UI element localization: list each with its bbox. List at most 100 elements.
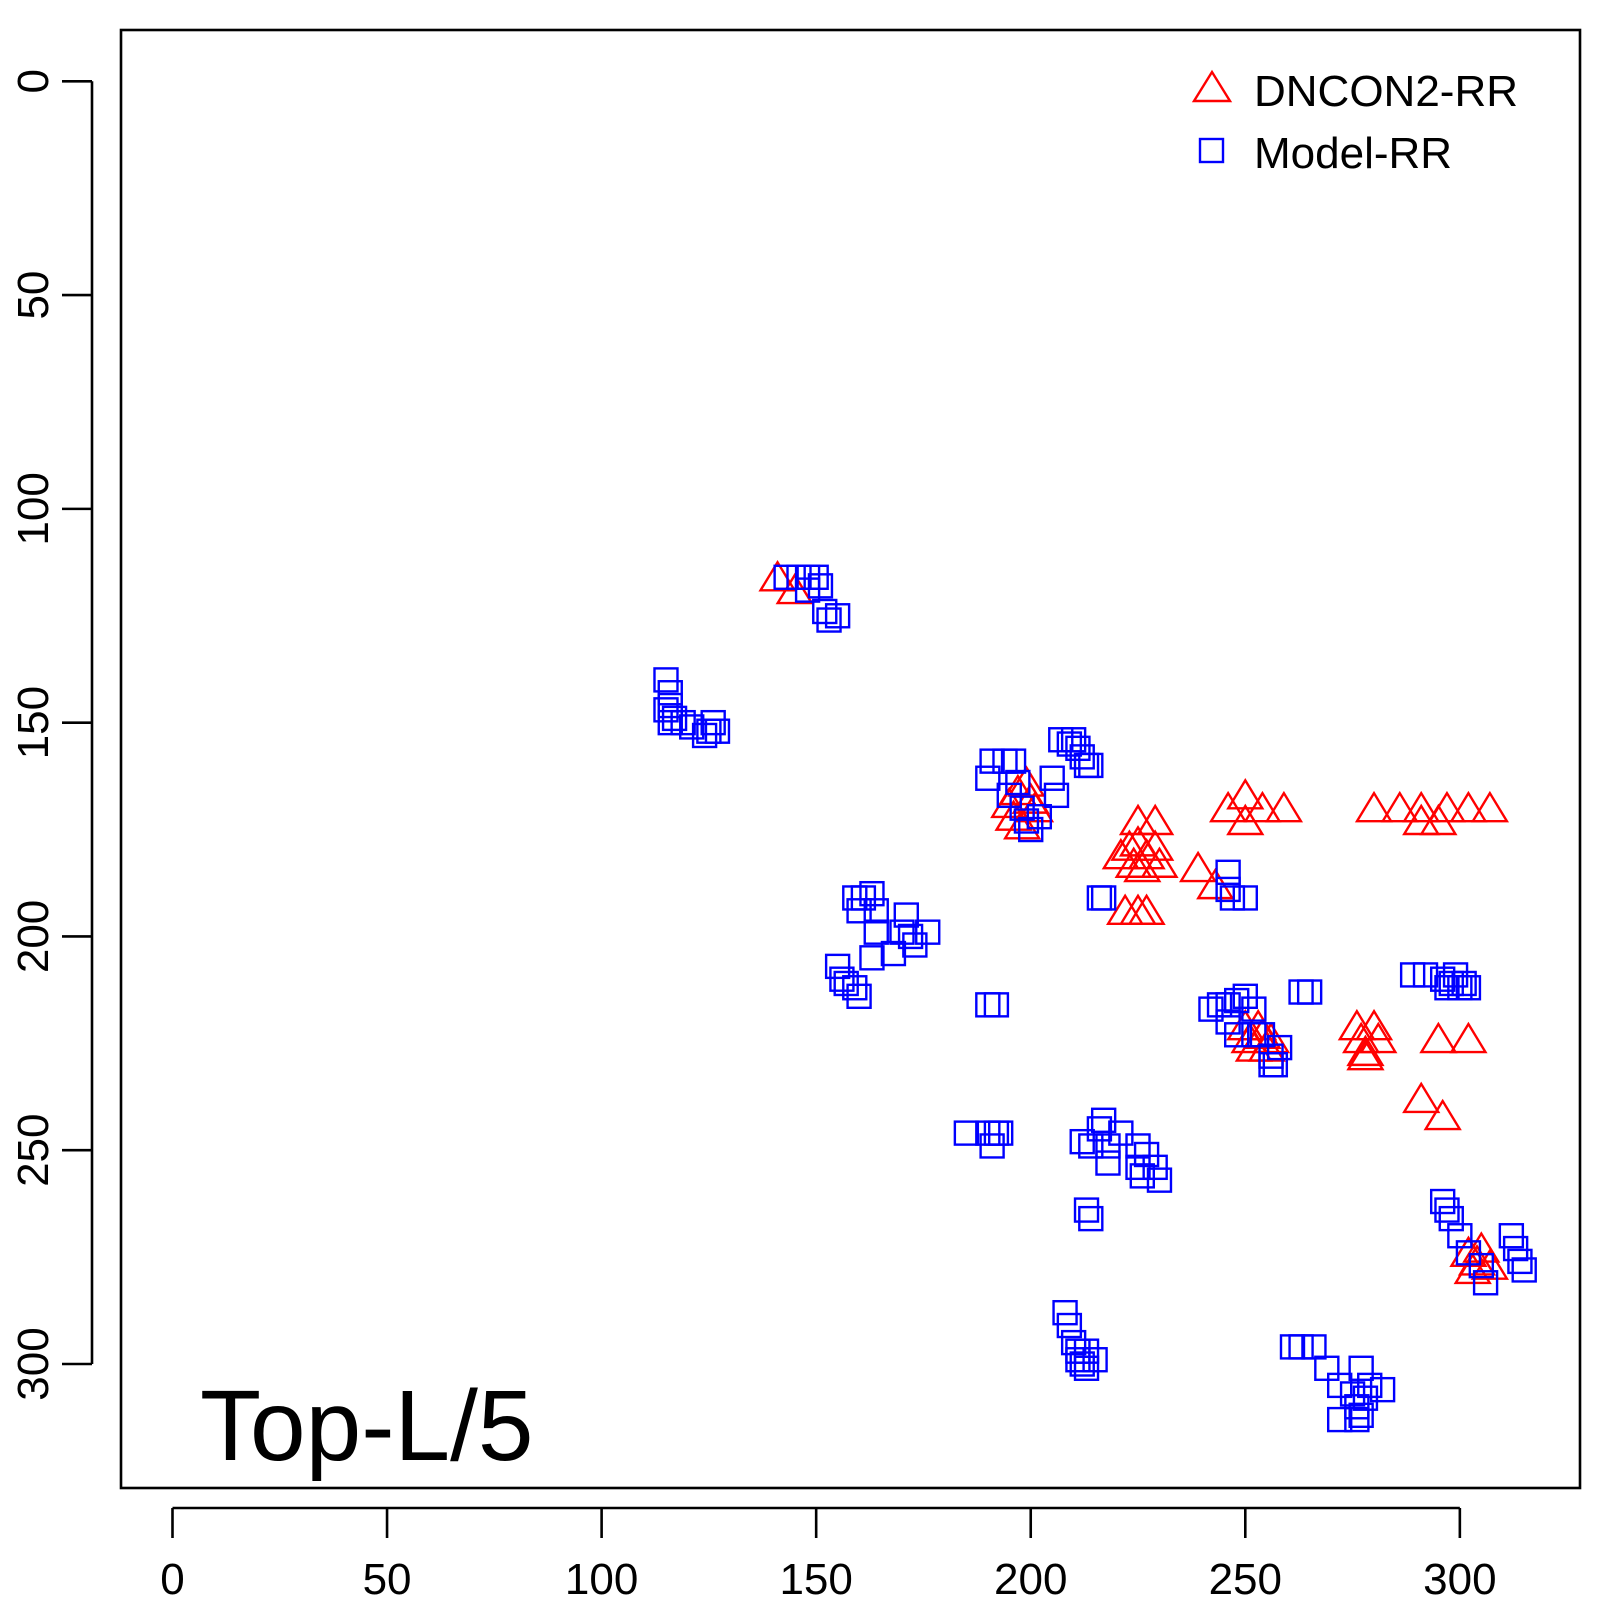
data-point-square <box>1125 1154 1151 1181</box>
data-point-square <box>1142 1154 1168 1181</box>
data-point-triangle <box>1114 846 1153 878</box>
data-point-square <box>1344 1394 1370 1420</box>
data-point-square <box>859 945 885 971</box>
data-point-square <box>889 919 915 945</box>
x-axis: 0 50 100 150 200 250 300 <box>160 1506 1497 1600</box>
data-point-square <box>1009 795 1035 821</box>
data-point-square <box>1198 996 1224 1022</box>
data-point-square <box>1442 962 1469 988</box>
data-point-square <box>1056 731 1083 757</box>
data-point-square <box>1455 975 1482 1001</box>
data-point-square <box>794 577 821 603</box>
legend-label-dncon2: DNCON2-RR <box>1254 67 1518 116</box>
data-point-triangle <box>1110 829 1149 861</box>
plot-frame <box>119 28 1582 1490</box>
data-point-square <box>1069 1351 1095 1377</box>
data-point-square <box>1232 885 1258 911</box>
series-layer <box>653 559 1537 1433</box>
data-point-square <box>657 680 683 706</box>
data-point-square <box>1095 1133 1121 1159</box>
data-point-square <box>1052 1299 1078 1326</box>
data-point-square <box>1468 1252 1495 1279</box>
data-point-square <box>1069 1128 1095 1155</box>
data-point-triangle <box>1118 803 1158 836</box>
data-point-triangle <box>1346 1038 1385 1071</box>
data-point-square <box>979 748 1005 774</box>
data-point-square <box>1296 979 1323 1005</box>
data-point-square <box>1082 1347 1108 1373</box>
data-point-triangle <box>1136 803 1175 836</box>
data-point-square <box>1065 1347 1091 1373</box>
data-point-triangle <box>1243 790 1282 823</box>
data-point-triangle <box>1453 1252 1492 1285</box>
y-tick-label: 250 <box>9 1114 58 1187</box>
data-point-square <box>833 970 859 997</box>
x-tick-label: 300 <box>1423 1555 1496 1600</box>
data-point-square <box>679 714 705 740</box>
data-point-triangle <box>1470 790 1510 823</box>
data-point-square <box>1224 987 1250 1014</box>
data-point-square <box>1219 885 1246 911</box>
data-point-square <box>1326 1372 1353 1399</box>
x-tick-label: 0 <box>160 1555 184 1600</box>
series-dncon2-rr <box>758 559 1510 1285</box>
data-point-square <box>1434 1197 1460 1223</box>
legend: DNCON2-RR Model-RR <box>1191 67 1518 178</box>
data-point-square <box>1301 1334 1327 1360</box>
data-point-square <box>1348 1402 1374 1429</box>
data-point-square <box>1026 804 1053 830</box>
data-point-square <box>850 885 877 911</box>
legend-marker-dncon2 <box>1191 69 1233 103</box>
data-point-square <box>1288 1334 1314 1360</box>
series-model-rr <box>653 564 1537 1433</box>
data-point-square <box>824 603 851 629</box>
data-point-square <box>863 898 889 924</box>
data-point-triangle <box>1354 790 1394 823</box>
data-point-square <box>1314 1355 1340 1381</box>
data-point-square <box>1060 1329 1087 1356</box>
y-tick-label: 300 <box>9 1327 58 1400</box>
data-point-triangle <box>1402 1081 1441 1114</box>
data-point-triangle <box>1264 790 1304 823</box>
data-point-square <box>691 722 718 749</box>
data-point-triangle <box>1449 1235 1488 1268</box>
legend-label-model: Model-RR <box>1254 129 1452 178</box>
data-point-square <box>1125 1133 1151 1159</box>
data-point-triangle <box>1359 1021 1398 1054</box>
x-tick-label: 250 <box>1209 1555 1282 1600</box>
data-point-square <box>1215 876 1241 903</box>
data-point-square <box>1129 1163 1156 1189</box>
data-point-square <box>1133 1141 1160 1168</box>
data-point-square <box>1262 1052 1289 1078</box>
data-point-square <box>1502 1235 1529 1262</box>
data-point-square <box>975 992 1001 1018</box>
data-point-square <box>704 718 731 744</box>
data-point-square <box>1451 970 1477 997</box>
data-point-square <box>1013 808 1040 834</box>
data-point-square <box>661 705 688 732</box>
x-tick-label: 150 <box>779 1555 852 1600</box>
y-tick-label: 100 <box>9 472 58 545</box>
data-point-square <box>975 765 1001 791</box>
data-point-triangle <box>1423 1098 1462 1131</box>
data-point-square <box>1086 1116 1113 1142</box>
data-point-square <box>1056 1312 1083 1339</box>
data-point-square <box>1352 1385 1379 1411</box>
data-point-square <box>1511 1257 1537 1283</box>
data-point-triangle <box>1419 1021 1458 1054</box>
data-point-square <box>1434 975 1460 1001</box>
data-point-square <box>1078 1205 1104 1232</box>
x-tick-label: 200 <box>994 1555 1067 1600</box>
data-point-triangle <box>1462 1231 1501 1263</box>
data-point-triangle <box>1015 790 1055 823</box>
data-point-square <box>1073 1338 1100 1364</box>
y-tick-label: 0 <box>9 69 58 93</box>
data-point-square <box>1069 744 1095 770</box>
data-point-square <box>1344 1406 1370 1433</box>
data-point-triangle <box>1470 1248 1510 1280</box>
data-point-triangle <box>1226 778 1265 810</box>
data-point-triangle <box>1140 846 1179 878</box>
data-point-square <box>1249 1022 1276 1048</box>
data-point-triangle <box>1380 790 1419 823</box>
data-point-square <box>1279 1334 1306 1360</box>
